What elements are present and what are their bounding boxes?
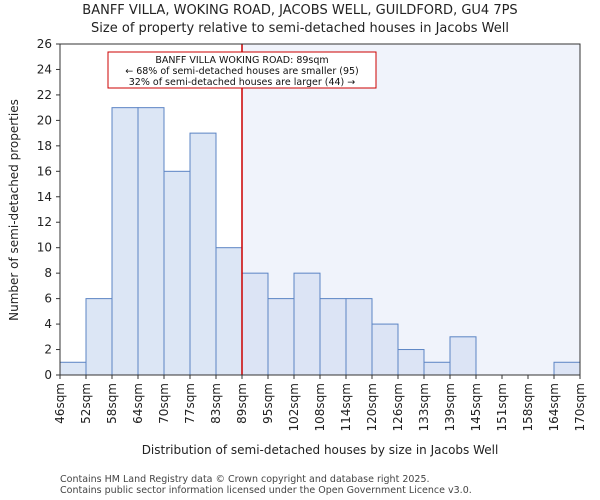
histogram-bar-164sqm	[553, 361, 581, 376]
x-tick-label: 114sqm	[339, 383, 353, 431]
histogram-bar-108sqm	[319, 298, 347, 376]
chart-subtitle: Size of property relative to semi-detach…	[91, 21, 509, 36]
histogram-bar-89sqm	[241, 272, 269, 376]
plot-frame	[59, 43, 581, 376]
histogram-bar-70sqm	[163, 170, 191, 376]
annotation-box: BANFF VILLA WOKING ROAD: 89sqm ← 68% of …	[107, 51, 377, 89]
y-tick-label: 16	[37, 164, 52, 178]
annotation-line-3: 32% of semi-detached houses are larger (…	[129, 77, 356, 88]
x-tick-label: 164sqm	[547, 383, 561, 431]
y-tick-label: 20	[37, 113, 52, 127]
x-tick-label: 70sqm	[157, 383, 171, 424]
annotation-line-2: ← 68% of semi-detached houses are smalle…	[125, 66, 359, 77]
histogram-bar-95sqm	[267, 298, 295, 376]
histogram-bar-83sqm	[215, 247, 243, 376]
y-tick-label: 18	[37, 139, 52, 153]
x-tick-label: 139sqm	[443, 383, 457, 431]
y-tick-label: 24	[37, 62, 52, 76]
y-tick-label: 8	[44, 266, 52, 280]
histogram-bar-139sqm	[449, 336, 477, 376]
histogram-bar-114sqm	[345, 298, 373, 376]
chart-title: BANFF VILLA, WOKING ROAD, JACOBS WELL, G…	[82, 3, 518, 18]
x-tick-label: 145sqm	[469, 383, 483, 431]
annotation-line-1: BANFF VILLA WOKING ROAD: 89sqm	[155, 55, 328, 66]
y-tick-label: 4	[44, 317, 52, 331]
y-tick-label: 12	[37, 215, 52, 229]
x-tick-label: 89sqm	[235, 383, 249, 424]
x-tick-label: 133sqm	[417, 383, 431, 431]
y-tick-label: 14	[37, 190, 52, 204]
x-tick-label: 58sqm	[105, 383, 119, 424]
y-tick-label: 22	[37, 88, 52, 102]
histogram-bar-120sqm	[371, 323, 399, 376]
x-tick-label: 108sqm	[313, 383, 327, 431]
x-tick-label: 46sqm	[53, 383, 67, 424]
y-tick-label: 6	[44, 292, 52, 306]
y-axis-label: Number of semi-detached properties	[7, 99, 21, 321]
x-tick-label: 102sqm	[287, 383, 301, 431]
x-tick-label: 77sqm	[183, 383, 197, 424]
x-tick-label: 52sqm	[79, 383, 93, 424]
x-tick-label: 158sqm	[521, 383, 535, 431]
histogram-bar-126sqm	[397, 349, 425, 376]
histogram-bar-64sqm	[137, 107, 165, 376]
x-tick-label: 126sqm	[391, 383, 405, 431]
x-tick-label: 151sqm	[495, 383, 509, 431]
x-axis-label: Distribution of semi-detached houses by …	[141, 443, 499, 457]
histogram-bar-133sqm	[423, 361, 451, 376]
footer-line-1: Contains HM Land Registry data © Crown c…	[60, 474, 430, 485]
histogram-bar-52sqm	[85, 298, 113, 376]
x-tick-label: 170sqm	[573, 383, 587, 431]
histogram-bar-58sqm	[111, 107, 139, 376]
y-tick-label: 2	[44, 343, 52, 357]
footer-line-2: Contains public sector information licen…	[60, 485, 472, 496]
histogram-bar-102sqm	[293, 272, 321, 376]
y-tick-label: 10	[37, 241, 52, 255]
x-tick-label: 83sqm	[209, 383, 223, 424]
y-tick-label: 0	[44, 368, 52, 382]
x-tick-label: 95sqm	[261, 383, 275, 424]
y-tick-label: 26	[37, 37, 52, 51]
x-tick-label: 120sqm	[365, 383, 379, 431]
histogram-bar-77sqm	[189, 132, 217, 376]
histogram-bar-46sqm	[59, 361, 87, 376]
x-tick-label: 64sqm	[131, 383, 145, 424]
